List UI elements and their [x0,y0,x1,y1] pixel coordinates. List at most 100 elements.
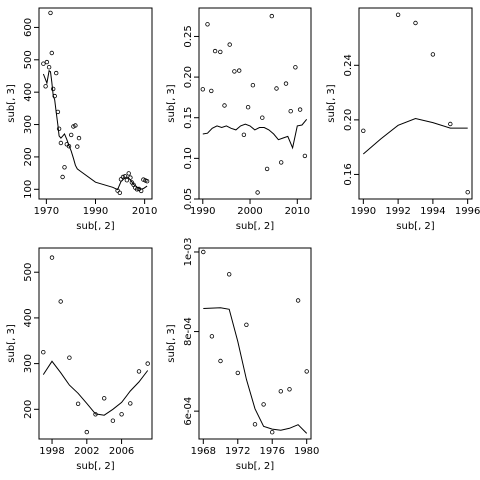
data-point [67,355,72,360]
data-point [209,88,214,94]
data-point [49,255,55,260]
x-tick-label: 1968 [191,446,216,457]
data-point [136,369,142,374]
data-point [245,104,251,110]
y-tick-label: 600 [23,18,34,37]
x-axis-label: sub[, 2] [236,221,275,232]
x-tick-label: 1996 [455,206,480,217]
data-point [264,166,270,172]
data-point [66,143,72,149]
x-tick-label: 2006 [109,446,134,457]
y-tick-label: 8e-04 [183,317,194,346]
data-point [232,69,237,74]
data-point [51,86,56,92]
data-point [126,171,131,176]
data-point [41,350,46,355]
data-point [465,189,470,195]
data-point [209,334,215,339]
x-tick-label: 1970 [34,206,59,217]
data-point [124,177,130,183]
data-point [75,144,80,149]
plot-panel-1: 1970 1990 2010 100 200 300 400 500 600 sub[, 2] su… [6,7,157,232]
data-point [200,87,205,92]
data-point [361,128,366,133]
x-tick-label: 1990 [83,206,108,217]
plot-panel-4: 1998 2002 2006 200 300 400 500 sub[, 2] sub[, 3] [6,247,153,472]
smooth-line [362,117,468,155]
plot-panel-3: 1990 1992 1994 1996 0.16 0.20 0.24 sub[, 2] sub[… [326,7,480,232]
y-tick-label: 500 [23,263,34,282]
y-tick-label: 0.10 [183,147,194,169]
y-axis-label: sub[, 3] [326,84,337,123]
data-point [56,126,62,131]
data-point [52,93,57,99]
y-tick-label: 0.20 [183,66,194,88]
data-point [101,396,107,401]
data-point [73,123,78,128]
data-point [269,13,274,19]
data-point [138,188,144,194]
y-tick-label: 0.20 [343,109,354,131]
data-point [48,10,53,16]
x-axis-label: sub[, 2] [76,221,115,232]
y-tick-label: 100 [23,180,34,199]
data-point [261,402,266,407]
data-point [44,59,50,65]
data-point [226,272,232,277]
plot-frame [358,7,473,200]
plot-frame [38,7,153,200]
y-axis-label: sub[, 3] [166,324,177,363]
y-axis-label: sub[, 3] [6,84,17,123]
data-point [288,108,293,114]
y-tick-label: 0.05 [183,188,194,210]
data-point [134,187,140,192]
y-tick-label: 0.24 [343,54,354,76]
data-point [62,165,67,170]
x-tick-label: 2002 [74,446,99,457]
data-point [218,49,223,55]
y-tick-label: 6e-04 [183,397,194,426]
data-point [222,103,227,108]
data-point [302,153,308,159]
data-point [68,132,74,138]
data-point [287,387,292,392]
data-point [110,418,116,423]
data-point [118,177,124,182]
plot-frame [198,247,312,440]
data-point [413,20,418,26]
y-axis-label: sub[, 3] [6,324,17,363]
data-point [395,12,401,17]
data-point [43,84,48,89]
x-axis-label: sub[, 2] [236,461,275,472]
data-point [218,358,223,364]
plot-panel-5: 1968 1972 1976 1980 6e-04 8e-04 1e-03 sub[, 2] s… [166,238,319,472]
plot-frame [38,247,153,440]
x-tick-label: 2000 [237,206,262,217]
data-point [448,121,453,127]
x-tick-label: 1992 [385,206,410,217]
data-point [117,190,122,195]
data-point [145,361,150,366]
data-point [227,42,232,47]
data-point [304,369,309,374]
smooth-line [203,307,308,434]
x-axis-label: sub[, 2] [76,461,115,472]
y-tick-label: 1e-03 [183,238,194,267]
data-point [46,64,52,70]
y-tick-label: 300 [23,354,34,373]
data-point [76,135,82,141]
smooth-line [42,360,149,416]
data-point [144,178,150,184]
x-tick-label: 1990 [190,206,215,217]
data-point [430,52,436,57]
data-point [252,422,258,427]
x-tick-label: 1976 [260,446,285,457]
data-point [128,175,133,180]
y-tick-label: 400 [23,83,34,102]
x-tick-label: 1990 [351,206,376,217]
data-point [122,174,128,179]
data-point [244,322,249,327]
data-point [255,190,260,195]
x-tick-label: 1994 [420,206,445,217]
x-tick-label: 2010 [285,206,310,217]
